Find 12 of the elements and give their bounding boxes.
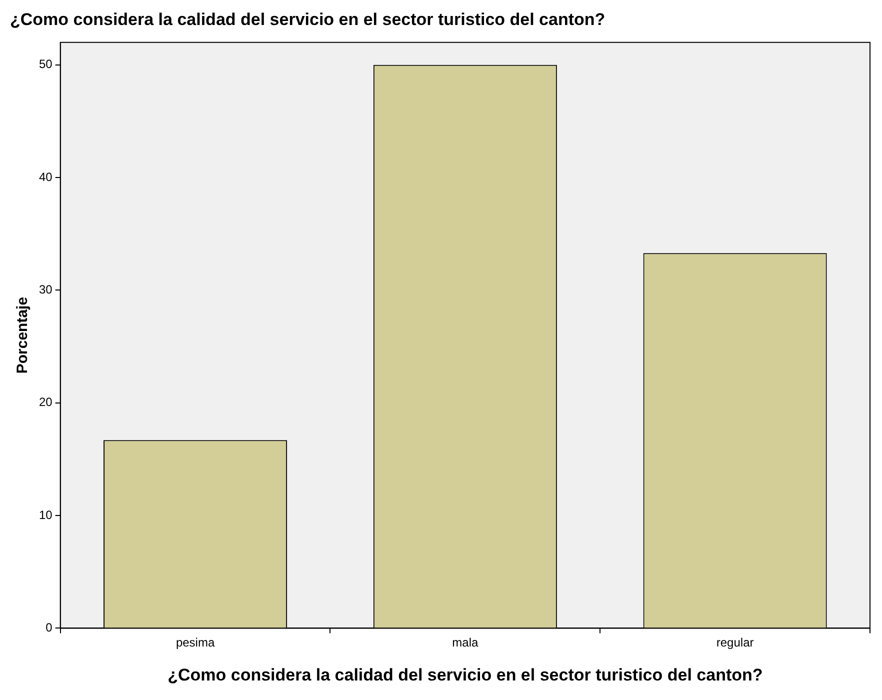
x-tick-label: pesima <box>176 636 215 650</box>
y-tick-label: 30 <box>38 282 53 297</box>
y-tick-label: 20 <box>38 395 53 410</box>
y-tick-label: 50 <box>38 57 53 72</box>
y-tick-label: 40 <box>38 170 53 184</box>
y-tick-label: 0 <box>46 620 53 635</box>
x-tick-label: mala <box>452 636 478 650</box>
y-axis-title: Porcentaje <box>14 296 32 374</box>
x-tick-label: regular <box>716 636 754 650</box>
chart-title: ¿Como considera la calidad del servicio en el sector turistico del canton? <box>10 10 606 29</box>
x-axis-title: ¿Como considera la calidad del servicio en el sector turistico del canton? <box>168 665 763 684</box>
y-tick-label: 10 <box>38 508 53 522</box>
